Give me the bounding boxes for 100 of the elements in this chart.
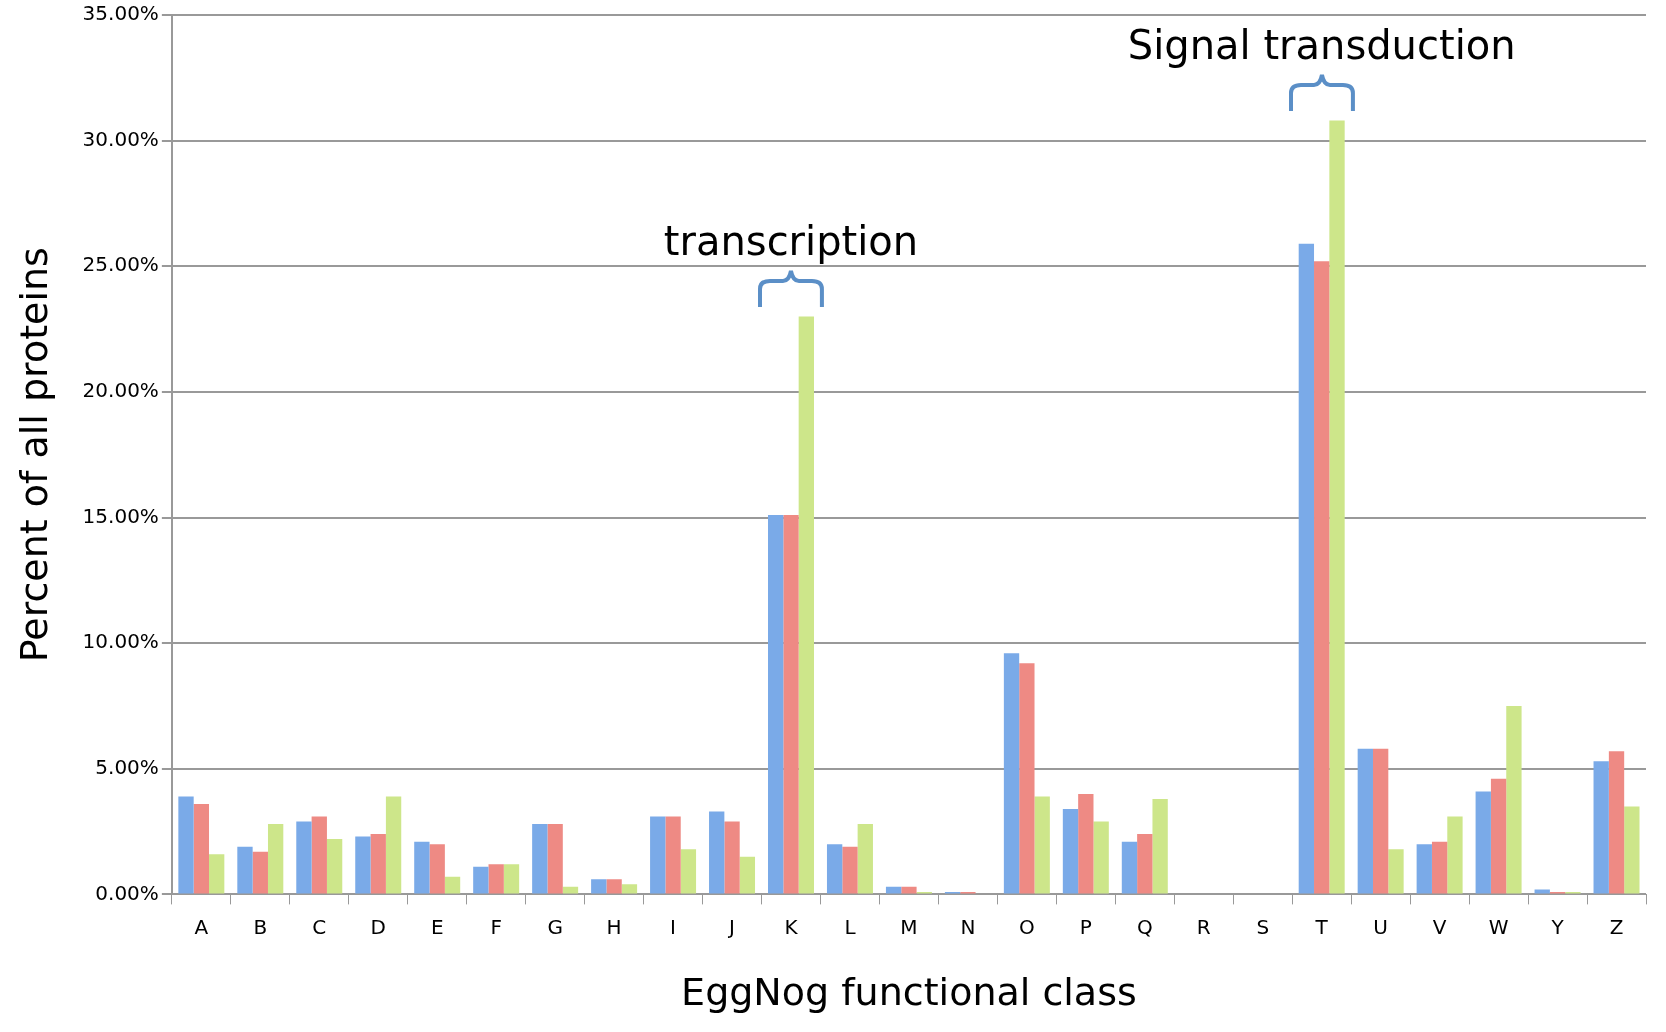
y-tick-label: 25.00% bbox=[82, 252, 159, 277]
bar bbox=[1357, 748, 1373, 894]
x-tick-label: I bbox=[670, 914, 677, 939]
bar bbox=[1534, 889, 1550, 894]
x-tick-label: U bbox=[1373, 914, 1388, 939]
y-tick-label: 5.00% bbox=[95, 754, 159, 779]
bar bbox=[783, 515, 799, 894]
y-tick-label: 15.00% bbox=[82, 503, 159, 528]
bar bbox=[355, 836, 371, 894]
bar bbox=[385, 796, 402, 894]
x-tick-label: C bbox=[312, 914, 327, 939]
y-tick-label: 30.00% bbox=[82, 126, 159, 151]
bar bbox=[1416, 844, 1432, 894]
bar bbox=[237, 846, 253, 894]
bar bbox=[1372, 748, 1389, 894]
bar bbox=[1388, 849, 1404, 894]
bar bbox=[444, 876, 461, 894]
x-tick-label: V bbox=[1432, 914, 1447, 939]
annotation: transcription bbox=[663, 217, 919, 264]
bar bbox=[1490, 778, 1507, 894]
bar bbox=[562, 886, 579, 894]
annotation: Signal transduction bbox=[1127, 21, 1516, 68]
bar bbox=[296, 821, 312, 894]
bar bbox=[503, 864, 520, 894]
bar bbox=[768, 515, 784, 894]
x-tick-label: N bbox=[960, 914, 976, 939]
x-tick-label: R bbox=[1196, 914, 1211, 939]
x-axis-title: EggNog functional class bbox=[681, 970, 1137, 1015]
y-tick-label: 10.00% bbox=[82, 629, 159, 654]
bar bbox=[842, 846, 858, 894]
bar bbox=[326, 839, 343, 894]
bar bbox=[532, 824, 548, 894]
bar bbox=[473, 866, 489, 894]
bar bbox=[621, 884, 638, 894]
bar bbox=[1121, 841, 1138, 894]
bar bbox=[857, 824, 873, 894]
bar bbox=[798, 316, 814, 894]
bar bbox=[178, 796, 194, 894]
bar bbox=[252, 851, 268, 894]
bar bbox=[1003, 653, 1020, 894]
bar bbox=[267, 824, 284, 894]
x-tick-label: P bbox=[1079, 914, 1092, 939]
bar bbox=[209, 854, 225, 894]
bar bbox=[739, 856, 756, 894]
bar bbox=[606, 879, 622, 894]
bar bbox=[1608, 751, 1625, 894]
bar bbox=[901, 886, 917, 894]
x-tick-label: D bbox=[370, 914, 386, 939]
bar bbox=[665, 816, 681, 894]
x-tick-label: J bbox=[727, 914, 735, 939]
bar bbox=[193, 803, 210, 894]
bar bbox=[1298, 243, 1315, 894]
x-tick-label: K bbox=[784, 914, 799, 939]
y-tick-label: 0.00% bbox=[95, 880, 159, 905]
bar bbox=[1593, 761, 1609, 894]
bar bbox=[1447, 816, 1463, 894]
bar bbox=[1093, 821, 1109, 894]
bar bbox=[1019, 663, 1035, 894]
bar bbox=[591, 879, 607, 894]
bar bbox=[429, 844, 445, 894]
bar bbox=[650, 816, 666, 894]
x-tick-label: L bbox=[844, 914, 857, 939]
bar bbox=[1078, 793, 1094, 894]
x-tick-label: E bbox=[430, 914, 444, 939]
bar bbox=[311, 816, 327, 894]
x-tick-label: G bbox=[547, 914, 563, 939]
bar bbox=[1314, 261, 1330, 894]
bar bbox=[1475, 791, 1491, 894]
x-tick-label: S bbox=[1256, 914, 1270, 939]
y-tick-label: 35.00% bbox=[82, 1, 159, 26]
x-tick-label: M bbox=[900, 914, 918, 939]
bar bbox=[1624, 806, 1640, 894]
bar bbox=[1506, 705, 1522, 894]
bar bbox=[709, 811, 725, 894]
bar bbox=[724, 821, 740, 894]
x-tick-label: F bbox=[490, 914, 502, 939]
bar bbox=[1137, 834, 1153, 894]
x-tick-label: O bbox=[1018, 914, 1035, 939]
bar bbox=[1329, 120, 1345, 894]
bar bbox=[488, 864, 504, 894]
bar bbox=[1062, 808, 1079, 894]
x-tick-label: Z bbox=[1609, 914, 1624, 939]
bar bbox=[680, 849, 697, 894]
x-tick-label: A bbox=[194, 914, 209, 939]
y-tick-label: 20.00% bbox=[82, 378, 159, 403]
bar bbox=[414, 841, 430, 894]
bar bbox=[547, 824, 563, 894]
y-axis-title: Percent of all proteins bbox=[11, 247, 56, 663]
x-tick-label: T bbox=[1314, 914, 1329, 939]
x-tick-label: Q bbox=[1136, 914, 1153, 939]
bar bbox=[885, 886, 902, 894]
x-tick-label: B bbox=[253, 914, 268, 939]
x-tick-label: H bbox=[606, 914, 622, 939]
bar bbox=[370, 834, 386, 894]
x-tick-label: W bbox=[1488, 914, 1509, 939]
x-tick-label: Y bbox=[1550, 914, 1565, 939]
bar bbox=[1152, 798, 1168, 894]
bar bbox=[1034, 796, 1050, 894]
bar bbox=[1431, 841, 1448, 894]
bar bbox=[826, 844, 843, 894]
